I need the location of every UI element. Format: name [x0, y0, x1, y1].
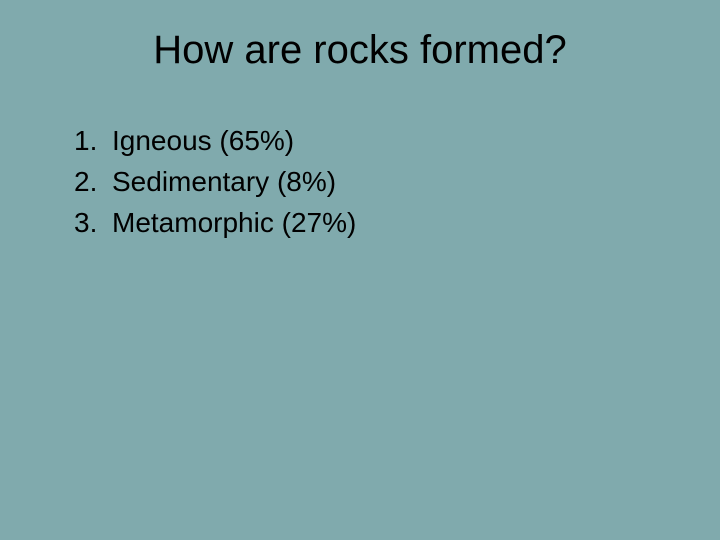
- list-item: 1.Igneous (65%): [74, 121, 680, 160]
- list-number: 3.: [74, 203, 112, 242]
- list-item: 3.Metamorphic (27%): [74, 203, 680, 242]
- list-text: Sedimentary (8%): [112, 166, 336, 197]
- slide-container: How are rocks formed? 1.Igneous (65%) 2.…: [0, 0, 720, 540]
- list-number: 2.: [74, 162, 112, 201]
- slide-title: How are rocks formed?: [40, 28, 680, 73]
- list-text: Igneous (65%): [112, 125, 294, 156]
- rock-types-list: 1.Igneous (65%) 2.Sedimentary (8%) 3.Met…: [40, 121, 680, 243]
- list-text: Metamorphic (27%): [112, 207, 356, 238]
- list-item: 2.Sedimentary (8%): [74, 162, 680, 201]
- list-number: 1.: [74, 121, 112, 160]
